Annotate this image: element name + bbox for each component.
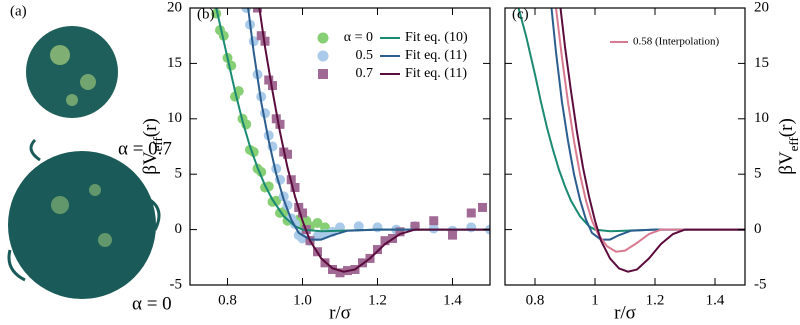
decoration	[50, 45, 70, 65]
y-axis-label: βVeff(r)	[776, 118, 800, 175]
panel-label: (c)	[512, 6, 529, 22]
y-tick-label: 5	[175, 166, 183, 182]
polymer-image	[8, 151, 156, 299]
caption: α = 0	[132, 293, 172, 314]
data-point	[298, 208, 307, 218]
caption: α = 0.7	[118, 138, 172, 159]
legend-swatch	[317, 32, 329, 44]
legend-label: 0.58 (Interpolation)	[633, 36, 719, 48]
data-point	[264, 75, 274, 85]
y-tick-label: -5	[754, 276, 767, 292]
data-point	[253, 8, 262, 13]
y-tick-label: 20	[167, 0, 182, 15]
x-tick-label: 1.0	[293, 292, 312, 308]
x-tick-label: 1	[591, 292, 599, 308]
x-tick-label: 1.2	[368, 292, 387, 308]
data-point	[290, 182, 300, 192]
y-axis-label-part: eff	[150, 137, 165, 152]
x-tick-label: 1.2	[646, 292, 665, 308]
data-point	[395, 227, 405, 237]
fit-line	[517, 8, 745, 233]
y-tick-label: 10	[167, 110, 182, 126]
y-axis-label-part: βV	[776, 151, 797, 175]
x-tick-label: 1.4	[706, 292, 725, 308]
y-tick-label: 10	[754, 110, 769, 126]
data-point	[353, 221, 364, 232]
data-point	[466, 222, 477, 233]
decoration	[51, 196, 69, 214]
legend-label: Fit eq. (11)	[405, 66, 467, 81]
data-point	[271, 114, 281, 124]
data-point	[283, 149, 292, 159]
y-axis-label: βVeff(r)	[140, 118, 165, 175]
data-point	[372, 222, 383, 233]
legend-swatch	[317, 50, 329, 62]
panel-label: (b)	[197, 6, 215, 22]
data-point	[335, 268, 345, 278]
decoration	[98, 233, 112, 247]
y-tick-label: 15	[754, 55, 769, 71]
legend-label: α = 0	[344, 30, 373, 45]
fit-line	[559, 8, 745, 273]
x-tick-label: 0.8	[218, 292, 237, 308]
polymer-image	[26, 26, 118, 118]
x-tick-label: 0.8	[526, 292, 545, 308]
data-point	[373, 245, 382, 255]
data-point	[410, 221, 420, 231]
data-point	[328, 264, 337, 274]
data-point	[478, 202, 487, 212]
decoration	[7, 138, 161, 282]
data-point	[428, 223, 439, 234]
y-tick-label: 0	[175, 221, 183, 237]
fit-line	[215, 8, 490, 233]
x-axis-label: r/σ	[329, 302, 351, 323]
frame	[189, 7, 491, 286]
legend-label: 0.7	[356, 66, 374, 81]
fit-line	[550, 8, 745, 241]
y-axis-label-part: eff	[786, 137, 800, 152]
legend-label: 0.5	[356, 48, 374, 63]
legend-swatch	[318, 69, 328, 79]
data-point	[256, 31, 266, 41]
x-axis-label: r/σ	[614, 302, 636, 323]
y-axis-label-part: βV	[140, 151, 161, 175]
y-tick-label: 20	[754, 0, 769, 15]
data-point	[429, 216, 439, 226]
y-axis-label-part: (r)	[140, 118, 161, 137]
polymer-images	[7, 26, 161, 299]
plot-area	[517, 8, 745, 273]
legend-label: Fit eq. (11)	[405, 48, 467, 63]
decoration	[89, 184, 101, 196]
panel-label: (a)	[10, 3, 27, 19]
y-tick-label: -5	[170, 276, 183, 292]
data-point	[312, 217, 323, 228]
x-tick-label: 1.4	[443, 292, 462, 308]
data-point	[466, 208, 476, 218]
frame	[504, 7, 746, 286]
legend-label: Fit eq. (10)	[405, 30, 468, 45]
data-point	[275, 119, 285, 129]
decoration	[80, 74, 96, 90]
plot-area	[211, 8, 490, 278]
y-tick-label: 15	[167, 55, 182, 71]
y-axis-label-part: (r)	[776, 118, 797, 137]
decoration	[66, 94, 78, 106]
y-tick-label: 5	[754, 166, 762, 182]
y-tick-label: 0	[754, 221, 762, 237]
data-point	[380, 236, 390, 246]
data-point	[448, 230, 457, 240]
fit-line	[258, 8, 490, 273]
fit-line	[247, 8, 490, 241]
